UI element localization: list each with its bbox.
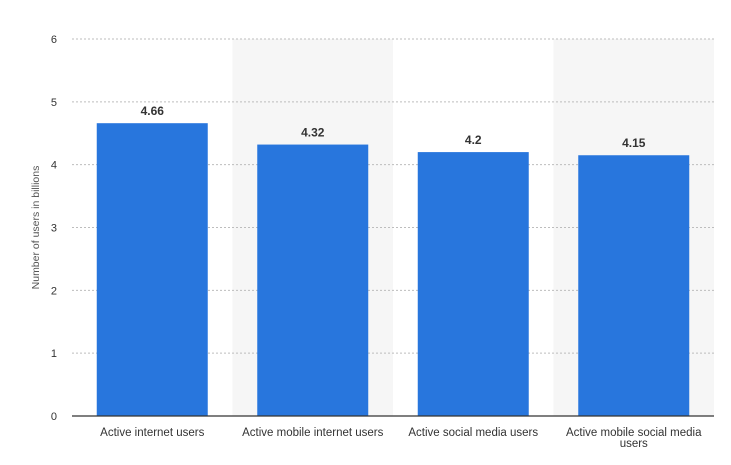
value-label: 4.2 [465,133,482,147]
y-axis-ticks: 0 1 2 3 4 5 6 [51,34,57,423]
y-tick-label: 5 [51,97,57,109]
bar[interactable] [578,155,690,416]
value-label: 4.15 [622,136,646,150]
x-tick-label: Active mobile internet users [242,427,384,439]
value-label: 4.66 [141,104,165,118]
y-axis-title: Number of users in billions [30,166,42,290]
bar[interactable] [96,123,208,417]
bar[interactable] [417,152,529,416]
gridlines [72,38,714,354]
data-labels: 4.66 4.32 4.2 4.15 [141,104,646,150]
value-label: 4.32 [301,126,325,140]
x-axis-labels: Active internet users Active mobile inter… [100,427,702,450]
x-tick-label: Active mobile social media users [566,427,702,450]
x-tick-label: Active social media users [408,427,538,439]
bar[interactable] [257,144,369,416]
bars [96,123,690,417]
y-tick-label: 0 [51,411,57,423]
y-tick-label: 1 [51,348,57,360]
x-tick-label: Active internet users [100,427,204,439]
y-tick-label: 2 [51,285,57,297]
y-tick-label: 6 [51,34,57,46]
y-tick-label: 4 [51,160,57,172]
y-tick-label: 3 [51,223,57,235]
